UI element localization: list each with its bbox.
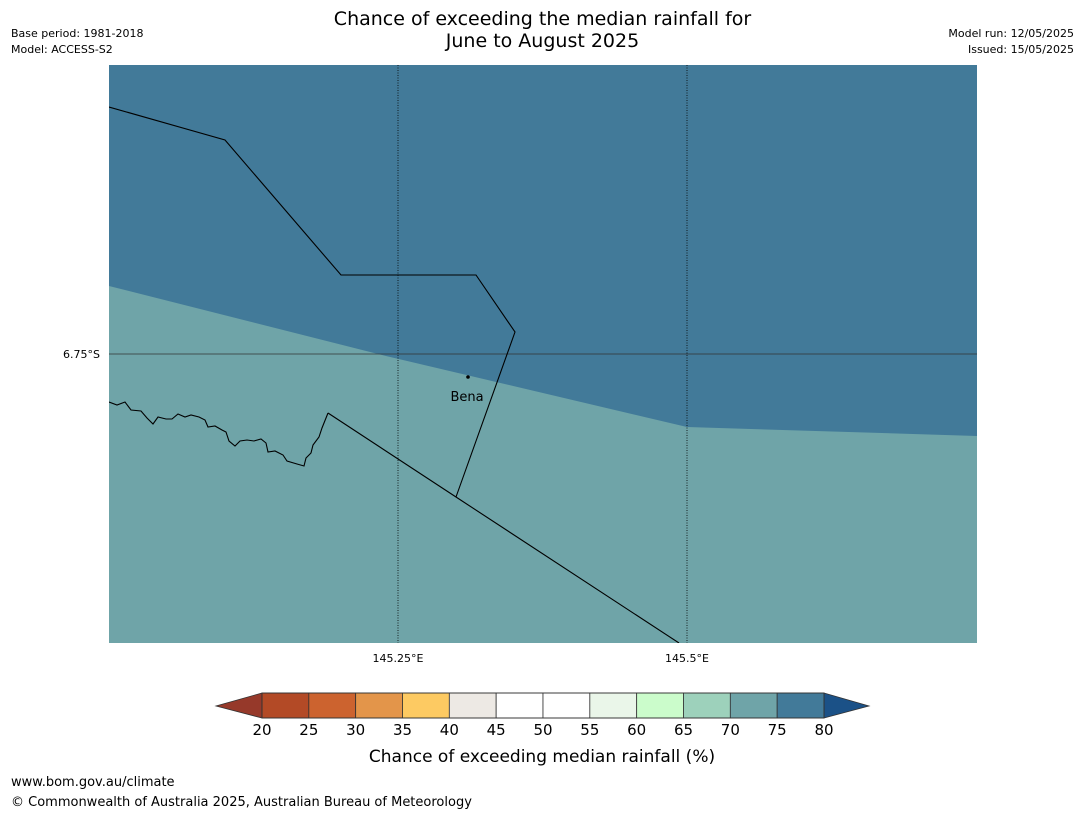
colorbar-tick-35: 35 [393, 721, 412, 739]
colorbar: 20 25 30 35 40 45 50 55 60 65 70 75 80 [214, 692, 871, 739]
colorbar-below-arrow [214, 692, 263, 719]
place-label-bena: Bena [450, 390, 483, 405]
longitude-label-2: 145.5°E [665, 652, 709, 665]
colorbar-bin-5 [448, 692, 497, 719]
map-title: Chance of exceeding the median rainfall … [0, 8, 1085, 52]
run-info: Model run: 12/05/2025 Issued: 15/05/2025 [948, 26, 1074, 58]
base-period-text: Base period: 1981-2018 [11, 27, 144, 40]
colorbar-tick-80: 80 [814, 721, 833, 739]
bom-climate-link[interactable]: www.bom.gov.au/climate [11, 775, 175, 790]
colorbar-tick-70: 70 [721, 721, 740, 739]
province-boundary-north [109, 106, 516, 498]
colorbar-tick-30: 30 [346, 721, 365, 739]
issued-date-text: Issued: 15/05/2025 [967, 43, 1074, 56]
river-line [109, 401, 329, 467]
colorbar-bin-9 [636, 692, 684, 719]
latitude-label: 6.75°S [63, 348, 100, 361]
colorbar-bin-8 [589, 692, 638, 719]
model-name-text: Model: ACCESS-S2 [11, 43, 113, 56]
colorbar-above-arrow [823, 692, 871, 719]
colorbar-tick-25: 25 [299, 721, 318, 739]
colorbar-bin-12 [776, 692, 825, 719]
colorbar-tick-55: 55 [580, 721, 599, 739]
colorbar-bins [261, 692, 825, 719]
copyright-text: © Commonwealth of Australia 2025, Austra… [11, 795, 472, 810]
colorbar-tick-40: 40 [440, 721, 459, 739]
colorbar-tick-75: 75 [768, 721, 787, 739]
colorbar-tick-60: 60 [627, 721, 646, 739]
colorbar-bin-10 [683, 692, 731, 719]
map-area: Bena [109, 65, 977, 643]
title-line-2: June to August 2025 [445, 30, 640, 52]
colorbar-frame [261, 692, 825, 719]
model-info: Base period: 1981-2018 Model: ACCESS-S2 [11, 26, 143, 58]
colorbar-bin-1 [261, 692, 310, 719]
longitude-label-1: 145.25°E [373, 652, 424, 665]
colorbar-tick-65: 65 [674, 721, 693, 739]
province-boundary-south [327, 412, 680, 643]
colorbar-bin-2 [308, 692, 357, 719]
colorbar-tick-45: 45 [487, 721, 506, 739]
colorbar-bin-3 [355, 692, 403, 719]
colorbar-bin-6 [495, 692, 544, 719]
colorbar-ticks: 20 25 30 35 40 45 50 55 60 65 70 75 80 [252, 721, 833, 739]
colorbar-bin-4 [402, 692, 450, 719]
colorbar-label: Chance of exceeding median rainfall (%) [369, 747, 715, 767]
title-line-1: Chance of exceeding the median rainfall … [333, 8, 752, 30]
colorbar-tick-50: 50 [533, 721, 552, 739]
bena-marker [466, 375, 470, 379]
colorbar-bin-11 [729, 692, 778, 719]
model-run-text: Model run: 12/05/2025 [948, 27, 1074, 40]
colorbar-bin-7 [542, 692, 591, 719]
colorbar-tick-20: 20 [252, 721, 271, 739]
region-lower-probability [109, 286, 977, 643]
